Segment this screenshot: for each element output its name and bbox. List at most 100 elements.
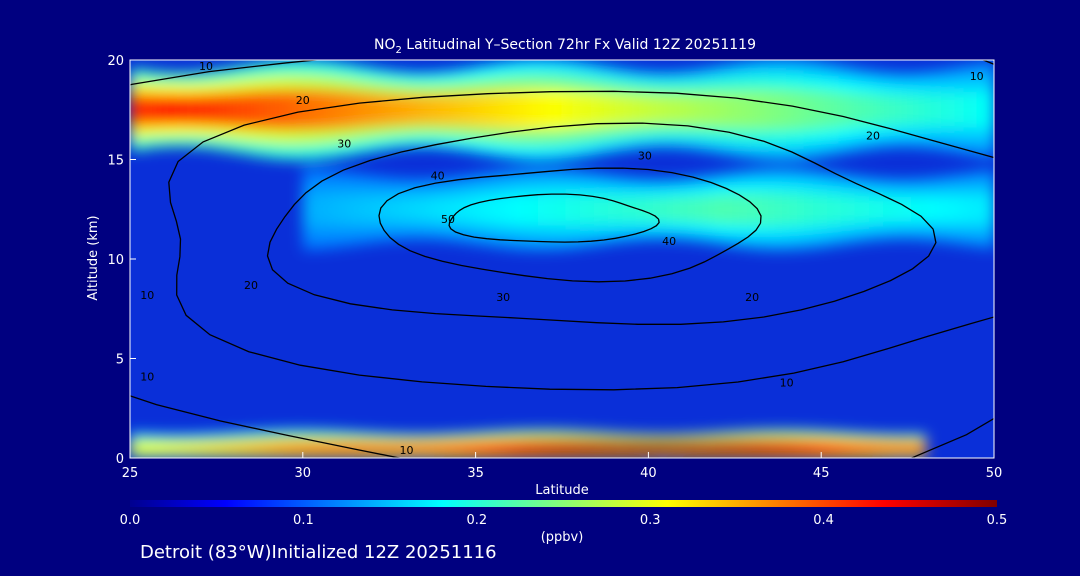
x-tick-label: 45 [813, 466, 830, 481]
y-tick-label: 20 [107, 54, 124, 69]
band-cell [734, 90, 754, 129]
band-cell [841, 195, 857, 224]
band-cell [147, 94, 166, 126]
band-cell [631, 94, 650, 125]
y-tick-label: 10 [107, 253, 124, 268]
band-cell [302, 192, 318, 226]
contour-label: 20 [296, 94, 310, 107]
band-cell [622, 442, 640, 454]
band-cell [337, 91, 356, 129]
contour-label: 50 [441, 213, 455, 226]
band-cell [700, 93, 719, 127]
colorbar-ticks: 0.0 0.1 0.2 0.3 0.4 0.5 [120, 513, 1008, 528]
band-cell [385, 196, 401, 222]
band-cell [634, 196, 650, 222]
colorbar: 0.0 0.1 0.2 0.3 0.4 0.5 (ppbv) [120, 500, 1008, 545]
chart-title: NO2 Latitudinal Y–Section 72hr Fx Valid … [374, 37, 756, 56]
band-cell [829, 441, 847, 455]
band-cell [813, 441, 831, 455]
contour-label: 10 [400, 444, 414, 457]
band-surface-layer [130, 429, 926, 458]
band-cell [797, 440, 815, 456]
band-cell [718, 441, 736, 455]
contour-label: 30 [638, 150, 652, 163]
contour-50 [448, 193, 660, 243]
band-cell [423, 94, 443, 125]
band-cell [821, 91, 840, 129]
band-cell [268, 90, 287, 130]
band-cell [479, 441, 497, 455]
band-cell [648, 94, 667, 125]
band-cell [145, 442, 163, 454]
band-cell [814, 193, 830, 225]
band-cell [543, 440, 561, 456]
band-cell [959, 91, 978, 128]
band-cell [924, 94, 944, 126]
band-cell [432, 442, 449, 454]
band-cell [702, 442, 720, 455]
band-cell [448, 442, 465, 454]
band-cell [257, 441, 275, 455]
band-cell [199, 94, 218, 126]
band-cell [336, 441, 354, 455]
band-cell [354, 92, 373, 127]
band-cell [838, 92, 857, 127]
band-cell [399, 197, 415, 222]
band-cell [579, 194, 595, 225]
fill-blurred [130, 60, 994, 458]
y-tick-label: 15 [107, 154, 124, 169]
concentration-field [130, 60, 994, 458]
band-cell [828, 194, 843, 224]
colorbar-units: (ppbv) [541, 530, 584, 545]
band-cell [177, 442, 195, 454]
band-cell [759, 192, 774, 226]
band-cell [544, 89, 563, 130]
band-cell [593, 194, 608, 224]
band-cell [510, 193, 525, 226]
band-cell [416, 442, 434, 454]
band-cell [845, 442, 863, 455]
band-cell [869, 196, 885, 222]
band-cell [861, 442, 879, 454]
band-cell [495, 441, 513, 455]
band-cell [654, 442, 672, 454]
x-axis-ticks: 25 30 35 40 45 50 [122, 452, 1002, 481]
contour-40 [378, 167, 762, 283]
band-cell [606, 442, 624, 455]
band-cell [873, 94, 892, 126]
band-cell [717, 92, 736, 128]
band-cell [596, 92, 615, 127]
band-cell [786, 89, 805, 130]
y-tick-label: 5 [116, 353, 124, 368]
band-cell [316, 193, 332, 226]
band-cell [216, 93, 235, 127]
band-cell [765, 440, 783, 456]
band-cell [289, 440, 306, 456]
band-cell [909, 442, 926, 454]
band-cell [670, 442, 688, 454]
band-cell [883, 197, 899, 222]
band-cell [463, 441, 481, 455]
band-cell [717, 194, 733, 224]
contour-label: 20 [866, 130, 880, 143]
band-upper-layer [130, 60, 994, 161]
band-cell [527, 440, 545, 456]
band-cell [527, 89, 546, 130]
band-cell [130, 442, 147, 454]
band-cell [371, 93, 391, 126]
band-cell [537, 192, 553, 226]
band-cell [855, 93, 875, 126]
band-cell [241, 441, 259, 455]
x-tick-label: 40 [640, 466, 657, 481]
band-cell [559, 440, 577, 456]
band-cell [734, 441, 751, 455]
contour-30 [266, 122, 937, 325]
y-axis-ticks: 0 5 10 15 20 [107, 54, 136, 467]
x-tick-label: 30 [295, 466, 312, 481]
band-cell [164, 94, 183, 125]
band-cell [427, 196, 442, 222]
band-cell [193, 442, 211, 454]
band-cell [475, 92, 494, 128]
plot-area: 10 20 30 30 40 50 40 30 20 20 20 10 10 10 10 10 [130, 60, 994, 458]
